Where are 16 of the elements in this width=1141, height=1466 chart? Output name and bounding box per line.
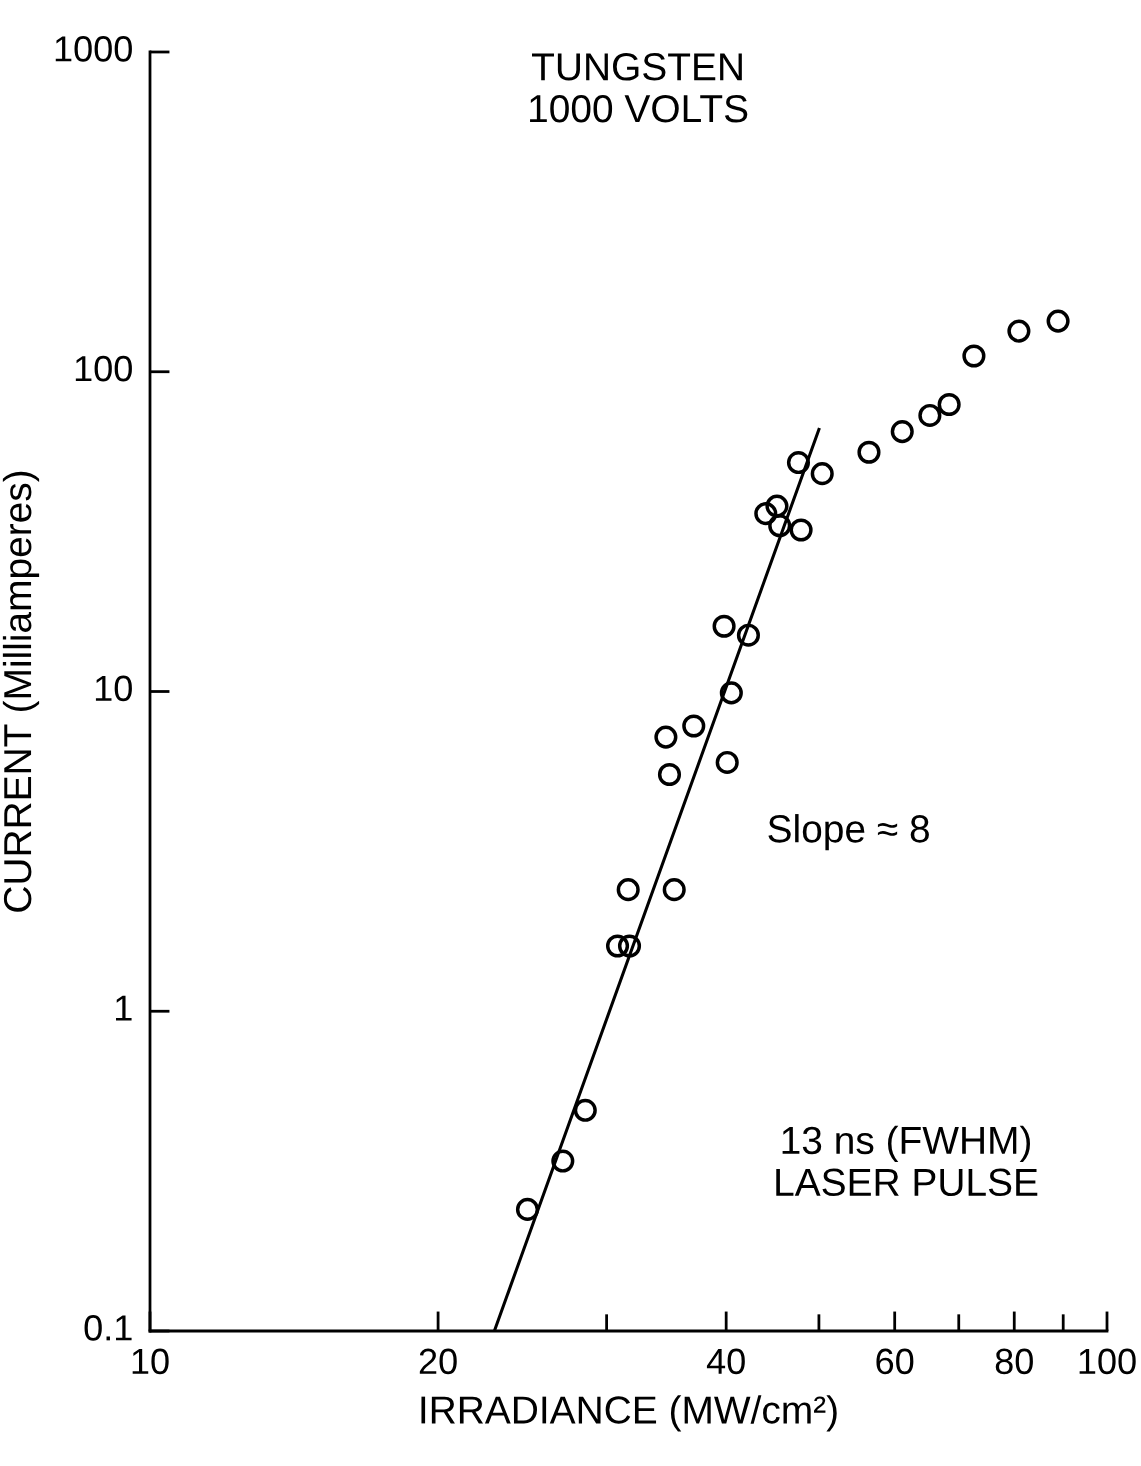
x-tick-label: 40 [706, 1348, 745, 1375]
y-tick-label: 1 [116, 995, 132, 1021]
annotation: 13 ns (FWHM) LASER PULSE [776, 1125, 1038, 1197]
x-tick-label: 20 [419, 1348, 457, 1375]
y-tick-label: 10 [95, 675, 132, 702]
x-tick-label: 100 [1079, 1348, 1136, 1375]
y-tick-label: 100 [75, 355, 132, 382]
chart-title: TUNGSTEN 1000 VOLTS [530, 53, 748, 123]
annotation: Slope ≈ 8 [768, 814, 929, 851]
x-tick-label: 80 [995, 1348, 1033, 1375]
x-axis-title: IRRADIANCE (MW/cm²) [421, 1395, 837, 1432]
y-tick-label: 0.1 [84, 1315, 132, 1341]
x-tick-label: 60 [876, 1348, 914, 1375]
y-axis-title: CURRENT (Milliamperes) [2, 471, 40, 912]
y-tick-label: 1000 [55, 36, 132, 62]
x-tick-label: 10 [132, 1348, 169, 1375]
